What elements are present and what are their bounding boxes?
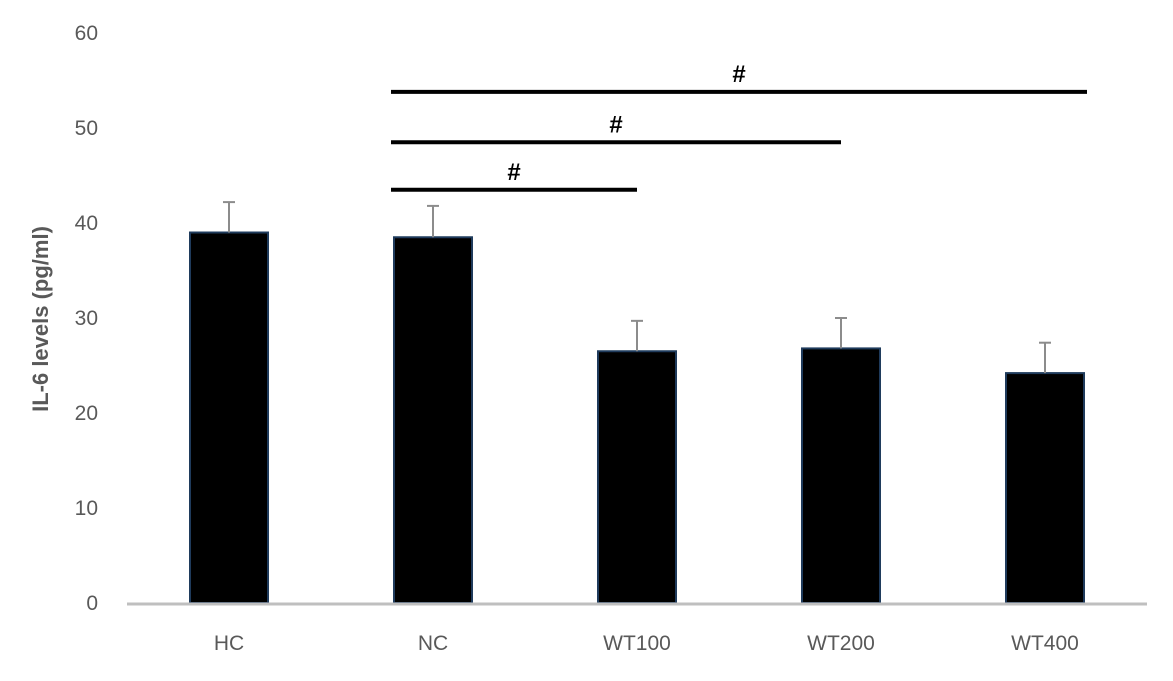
- error-bars: [223, 201, 1051, 374]
- bar: [189, 231, 269, 604]
- bars: [189, 231, 1085, 604]
- significance-label: #: [507, 159, 520, 186]
- significance-markers: # # #: [391, 61, 1087, 192]
- y-axis-label: IL-6 levels (pg/ml): [28, 226, 53, 412]
- significance-label: #: [732, 61, 745, 88]
- y-tick-label: 10: [75, 497, 98, 520]
- y-tick-label: 0: [86, 592, 98, 615]
- x-tick-label: NC: [418, 632, 448, 655]
- y-tick-label: 60: [75, 22, 98, 45]
- y-tick-label: 50: [75, 117, 98, 140]
- y-tick-label: 40: [75, 212, 98, 235]
- y-tick-label: 30: [75, 307, 98, 330]
- bar: [1005, 372, 1085, 604]
- bar: [393, 236, 473, 604]
- y-tick-label: 20: [75, 402, 98, 425]
- bar: [597, 350, 677, 604]
- x-tick-label: WT400: [1011, 632, 1079, 655]
- x-tick-label: WT200: [807, 632, 875, 655]
- bar: [801, 347, 881, 604]
- significance-label: #: [609, 111, 622, 138]
- x-tick-label: WT100: [603, 632, 671, 655]
- x-tick-label: HC: [214, 632, 244, 655]
- y-tick-labels: 0 10 20 30 40 50 60: [75, 22, 98, 615]
- x-tick-labels: HC NC WT100 WT200 WT400: [214, 632, 1079, 655]
